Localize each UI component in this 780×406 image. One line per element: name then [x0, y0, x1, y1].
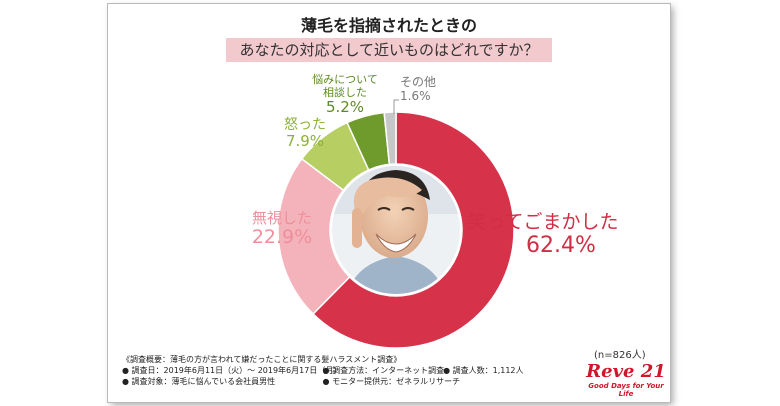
label-angry: 怒った 7.9% [276, 117, 334, 150]
label-consulted-percent: 5.2% [325, 98, 365, 117]
chart-title-line1: 薄毛を指摘されたときの [300, 16, 477, 35]
label-ignored-name: 無視した [251, 209, 312, 227]
sample-size: (n=826人) [594, 350, 646, 361]
donut-chart [277, 99, 515, 349]
label-laughed-percent: 62.4% [526, 232, 596, 258]
label-ignored-percent: 22.9% [251, 226, 313, 249]
label-laughed-name: 笑ってごまかした [467, 211, 619, 233]
label-ignored: 無視した 22.9% [242, 209, 322, 249]
survey-title: 《調査概要：薄毛の方が言われて嫌だったことに関する髪ハラスメント調査》 [122, 355, 402, 364]
survey-panel: ● モニター提供元：ゼネラルリサーチ [322, 377, 461, 386]
label-consulted-line2: 相談した [323, 85, 367, 99]
chart-card: 薄毛を指摘されたときの あなたの対応として近いものはどれですか？ [108, 4, 670, 402]
label-laughed: 笑ってごまかした 62.4% [448, 211, 638, 258]
survey-method: ● 調査方法：インターネット調査 [322, 366, 445, 375]
label-other: その他 1.6% [400, 75, 454, 103]
survey-overview: 《調査概要：薄毛の方が言われて嫌だったことに関する髪ハラスメント調査》 ● 調査… [122, 354, 592, 387]
smiling-man-photo [330, 164, 462, 296]
reve21-logo: Reve 21 Good Days for Your Life [586, 361, 666, 399]
survey-period: ● 調査日：2019年6月11日（火）〜 2019年6月17日（月） [122, 366, 342, 375]
label-other-percent: 1.6% [400, 88, 431, 103]
logo-tagline: Good Days for Your Life [588, 382, 664, 398]
chart-title-line2: あなたの対応として近いものはどれですか？ [226, 38, 552, 62]
label-other-name: その他 [400, 75, 437, 89]
label-angry-name: 怒った [284, 117, 326, 133]
survey-target: ● 調査対象：薄毛に悩んでいる会社員男性 [122, 377, 276, 386]
leader-line-other [393, 99, 399, 114]
label-consulted-line1: 悩みについて [312, 73, 378, 86]
survey-count: ● 調査人数：1,112人 [443, 366, 524, 375]
label-angry-percent: 7.9% [285, 132, 325, 151]
label-consulted: 悩みについて 相談した 5.2% [296, 73, 394, 117]
logo-brand: Reve 21 [586, 361, 666, 382]
